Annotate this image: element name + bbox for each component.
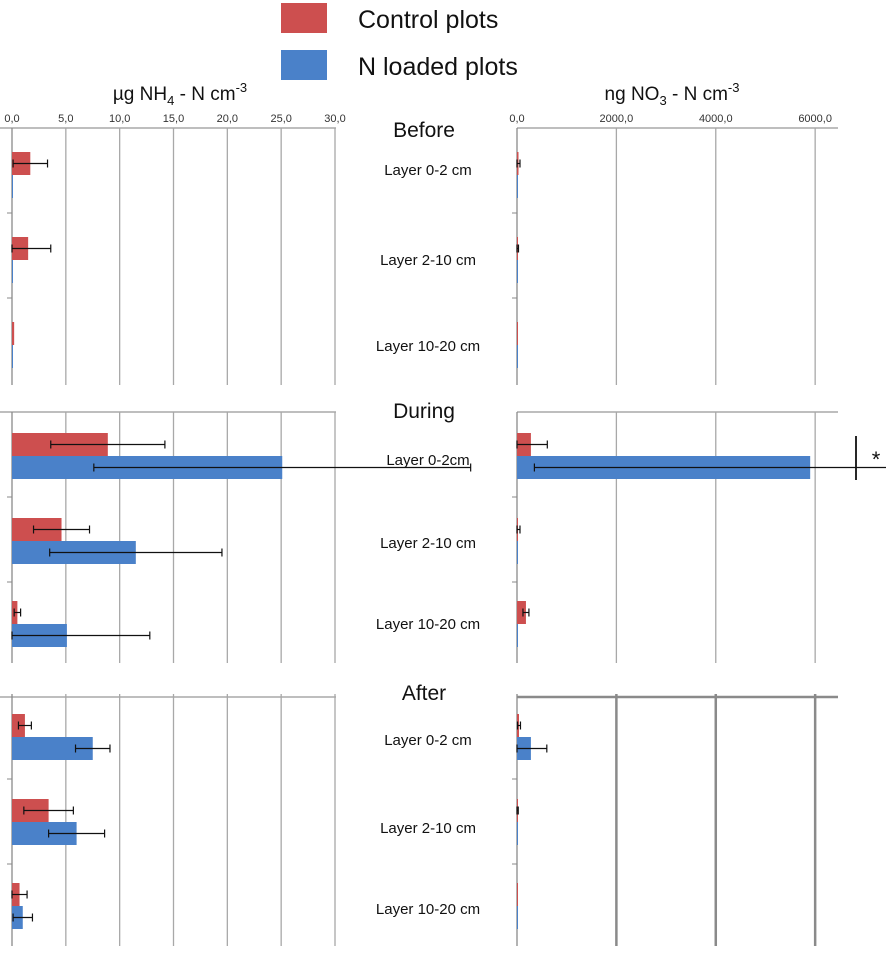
period-label-before: Before	[393, 119, 455, 142]
no3-bar-n-loaded	[517, 822, 518, 845]
nh4-tick-label: 25,0	[270, 113, 291, 125]
no3-bar-n-loaded	[517, 345, 518, 368]
no3-tick-label: 0,0	[509, 113, 524, 125]
nh4-tick-label: 5,0	[58, 113, 73, 125]
layer-label: Layer 10-20 cm	[376, 901, 480, 918]
layer-label: Layer 0-2 cm	[384, 732, 472, 749]
legend-swatch-control	[281, 3, 327, 33]
nh4-tick-label: 15,0	[163, 113, 184, 125]
layer-label: Layer 10-20 cm	[376, 338, 480, 355]
period-label-after: After	[402, 682, 446, 705]
nh4-bar-n-loaded	[12, 822, 77, 845]
nh4-bar-n-loaded	[12, 737, 93, 760]
layer-label: Layer 0-2 cm	[384, 162, 472, 179]
nh4-tick-label: 0,0	[4, 113, 19, 125]
no3-tick-label: 2000,0	[600, 113, 634, 125]
nh4-bar-control	[12, 322, 15, 345]
no3-axis-title: ng NO3 - N cm-3	[605, 80, 740, 108]
layer-label: Layer 2-10 cm	[380, 535, 476, 552]
nh4-bar-n-loaded	[12, 345, 13, 368]
no3-bar-control	[517, 322, 518, 345]
no3-tick-label: 4000,0	[699, 113, 733, 125]
nh4-tick-label: 10,0	[109, 113, 130, 125]
legend-label-n-loaded: N loaded plots	[358, 53, 518, 81]
nh4-tick-label: 30,0	[324, 113, 345, 125]
layer-label: Layer 0-2cm	[386, 452, 469, 469]
nh4-bar-n-loaded	[12, 260, 13, 283]
no3-bar-n-loaded	[517, 624, 518, 647]
period-label-during: During	[393, 400, 455, 423]
layer-label: Layer 10-20 cm	[376, 616, 480, 633]
no3-tick-label: 6000,0	[798, 113, 832, 125]
layer-label: Layer 2-10 cm	[380, 820, 476, 837]
layer-label: Layer 2-10 cm	[380, 252, 476, 269]
nh4-axis-title: µg NH4 - N cm-3	[113, 80, 247, 108]
nh4-bar-n-loaded	[12, 175, 13, 198]
no3-bar-n-loaded	[517, 260, 518, 283]
nh4-tick-label: 20,0	[217, 113, 238, 125]
no3-bar-n-loaded	[517, 541, 518, 564]
no3-bar-n-loaded	[517, 906, 518, 929]
legend-label-control: Control plots	[358, 6, 498, 34]
significance-asterisk: *	[872, 447, 881, 472]
no3-bar-control	[517, 883, 518, 906]
legend-swatch-n-loaded	[281, 50, 327, 80]
no3-bar-n-loaded	[517, 175, 518, 198]
no3-bar-control	[517, 601, 526, 624]
